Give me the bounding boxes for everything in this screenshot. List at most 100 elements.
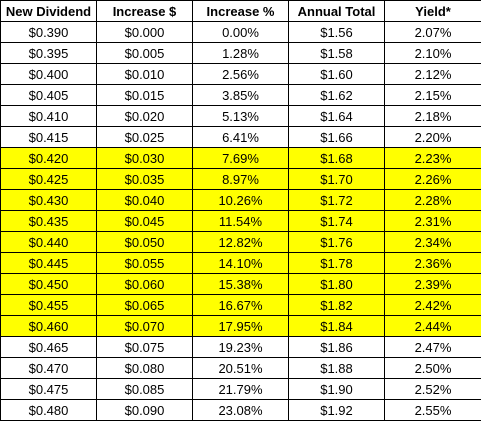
increase-dollar-cell: $0.060 bbox=[97, 274, 193, 295]
annual-total-cell: $1.90 bbox=[289, 379, 385, 400]
increase-percent-cell: 7.69% bbox=[193, 148, 289, 169]
yield-cell: 2.07% bbox=[385, 22, 481, 43]
yield-cell: 2.42% bbox=[385, 295, 481, 316]
annual-total-cell: $1.86 bbox=[289, 337, 385, 358]
increase-percent-cell: 2.56% bbox=[193, 64, 289, 85]
annual-total-cell: $1.76 bbox=[289, 232, 385, 253]
new-dividend-cell: $0.460 bbox=[1, 316, 97, 337]
increase-percent-cell: 5.13% bbox=[193, 106, 289, 127]
yield-cell: 2.47% bbox=[385, 337, 481, 358]
increase-percent-cell: 16.67% bbox=[193, 295, 289, 316]
yield-cell: 2.28% bbox=[385, 190, 481, 211]
header-increase-percent: Increase % bbox=[193, 1, 289, 22]
increase-percent-cell: 20.51% bbox=[193, 358, 289, 379]
increase-dollar-cell: $0.065 bbox=[97, 295, 193, 316]
yield-cell: 2.52% bbox=[385, 379, 481, 400]
yield-cell: 2.10% bbox=[385, 43, 481, 64]
annual-total-cell: $1.72 bbox=[289, 190, 385, 211]
new-dividend-cell: $0.410 bbox=[1, 106, 97, 127]
yield-cell: 2.15% bbox=[385, 85, 481, 106]
new-dividend-cell: $0.435 bbox=[1, 211, 97, 232]
new-dividend-cell: $0.425 bbox=[1, 169, 97, 190]
yield-cell: 2.12% bbox=[385, 64, 481, 85]
yield-cell: 2.50% bbox=[385, 358, 481, 379]
header-row: New Dividend Increase $ Increase % Annua… bbox=[1, 1, 481, 22]
increase-percent-cell: 15.38% bbox=[193, 274, 289, 295]
increase-dollar-cell: $0.090 bbox=[97, 400, 193, 421]
annual-total-cell: $1.64 bbox=[289, 106, 385, 127]
increase-percent-cell: 17.95% bbox=[193, 316, 289, 337]
annual-total-cell: $1.84 bbox=[289, 316, 385, 337]
increase-dollar-cell: $0.005 bbox=[97, 43, 193, 64]
annual-total-cell: $1.74 bbox=[289, 211, 385, 232]
new-dividend-cell: $0.465 bbox=[1, 337, 97, 358]
increase-dollar-cell: $0.075 bbox=[97, 337, 193, 358]
increase-dollar-cell: $0.085 bbox=[97, 379, 193, 400]
yield-cell: 2.23% bbox=[385, 148, 481, 169]
annual-total-cell: $1.82 bbox=[289, 295, 385, 316]
annual-total-cell: $1.56 bbox=[289, 22, 385, 43]
increase-dollar-cell: $0.070 bbox=[97, 316, 193, 337]
increase-dollar-cell: $0.025 bbox=[97, 127, 193, 148]
annual-total-cell: $1.70 bbox=[289, 169, 385, 190]
new-dividend-cell: $0.405 bbox=[1, 85, 97, 106]
increase-percent-cell: 1.28% bbox=[193, 43, 289, 64]
increase-dollar-cell: $0.080 bbox=[97, 358, 193, 379]
increase-percent-cell: 14.10% bbox=[193, 253, 289, 274]
annual-total-cell: $1.68 bbox=[289, 148, 385, 169]
yield-cell: 2.34% bbox=[385, 232, 481, 253]
increase-dollar-cell: $0.010 bbox=[97, 64, 193, 85]
increase-dollar-cell: $0.045 bbox=[97, 211, 193, 232]
annual-total-cell: $1.66 bbox=[289, 127, 385, 148]
yield-cell: 2.39% bbox=[385, 274, 481, 295]
new-dividend-cell: $0.470 bbox=[1, 358, 97, 379]
yield-cell: 2.18% bbox=[385, 106, 481, 127]
header-new-dividend: New Dividend bbox=[1, 1, 97, 22]
increase-percent-cell: 12.82% bbox=[193, 232, 289, 253]
increase-percent-cell: 10.26% bbox=[193, 190, 289, 211]
increase-dollar-cell: $0.055 bbox=[97, 253, 193, 274]
new-dividend-cell: $0.420 bbox=[1, 148, 97, 169]
new-dividend-cell: $0.390 bbox=[1, 22, 97, 43]
increase-percent-cell: 8.97% bbox=[193, 169, 289, 190]
header-annual-total: Annual Total bbox=[289, 1, 385, 22]
new-dividend-cell: $0.475 bbox=[1, 379, 97, 400]
increase-percent-cell: 11.54% bbox=[193, 211, 289, 232]
new-dividend-cell: $0.445 bbox=[1, 253, 97, 274]
new-dividend-cell: $0.395 bbox=[1, 43, 97, 64]
annual-total-cell: $1.58 bbox=[289, 43, 385, 64]
increase-dollar-cell: $0.000 bbox=[97, 22, 193, 43]
yield-cell: 2.36% bbox=[385, 253, 481, 274]
annual-total-cell: $1.92 bbox=[289, 400, 385, 421]
new-dividend-cell: $0.415 bbox=[1, 127, 97, 148]
yield-cell: 2.26% bbox=[385, 169, 481, 190]
increase-percent-cell: 19.23% bbox=[193, 337, 289, 358]
new-dividend-cell: $0.455 bbox=[1, 295, 97, 316]
increase-dollar-cell: $0.050 bbox=[97, 232, 193, 253]
increase-percent-cell: 6.41% bbox=[193, 127, 289, 148]
increase-dollar-cell: $0.020 bbox=[97, 106, 193, 127]
annual-total-cell: $1.60 bbox=[289, 64, 385, 85]
yield-cell: 2.55% bbox=[385, 400, 481, 421]
new-dividend-cell: $0.400 bbox=[1, 64, 97, 85]
header-increase-dollar: Increase $ bbox=[97, 1, 193, 22]
header-yield: Yield* bbox=[385, 1, 481, 22]
new-dividend-cell: $0.480 bbox=[1, 400, 97, 421]
